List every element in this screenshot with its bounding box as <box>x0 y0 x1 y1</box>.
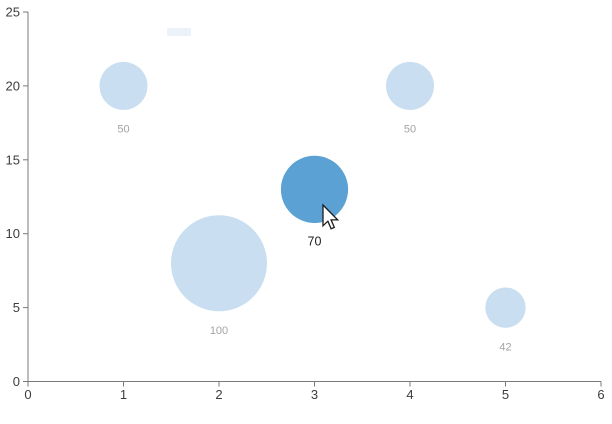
y-axis-tick-label: 5 <box>13 300 20 315</box>
bubble-point[interactable] <box>171 215 267 312</box>
y-axis-tick-label: 15 <box>6 152 20 167</box>
bubble-point[interactable] <box>280 155 349 223</box>
y-axis-tick-label: 0 <box>13 374 20 389</box>
bubble-data-label: 70 <box>308 234 322 248</box>
bubble-point[interactable] <box>485 287 526 328</box>
mouse-cursor-icon <box>322 203 340 230</box>
x-axis-tick-label: 3 <box>311 387 318 402</box>
x-axis-tick-label: 6 <box>597 387 604 402</box>
x-axis-tick-label: 1 <box>120 387 127 402</box>
bubble-data-label: 42 <box>499 341 511 353</box>
tooltip-fragment <box>167 28 191 36</box>
x-axis-tick-label: 4 <box>406 387 413 402</box>
bubble-data-label: 100 <box>210 325 228 337</box>
x-axis-tick-label: 2 <box>215 387 222 402</box>
bubble-data-label: 50 <box>404 123 416 135</box>
x-axis-tick-label: 0 <box>24 387 31 402</box>
bubble-point[interactable] <box>386 61 434 110</box>
y-axis-tick-label: 25 <box>6 5 20 20</box>
x-axis-tick-label: 5 <box>502 387 509 402</box>
bubble-point[interactable] <box>99 61 148 110</box>
bubble-data-label: 50 <box>117 123 129 135</box>
y-axis-tick-label: 20 <box>6 78 20 93</box>
y-axis-tick-label: 10 <box>6 226 20 241</box>
